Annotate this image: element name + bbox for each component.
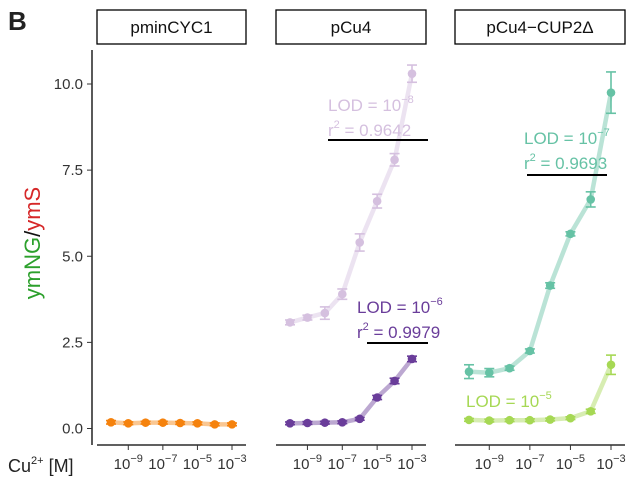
data-point	[505, 363, 514, 373]
plot-layer: 0.02.55.07.510.010−9 10−7 10−5 10−3 10−9 10−7…	[54, 50, 626, 473]
annotation-1: LOD = 10−6 r2 = 0.9979	[357, 296, 443, 344]
series-4	[464, 354, 616, 425]
data-point	[123, 419, 133, 428]
data-point	[210, 420, 220, 429]
series-1	[285, 64, 417, 327]
data-point	[106, 417, 116, 427]
data-point	[303, 313, 312, 322]
y-tick-label: 0.0	[62, 421, 83, 438]
data-point	[586, 195, 596, 204]
data-point	[464, 415, 474, 425]
data-point	[606, 88, 616, 97]
y-axis-title-green: ymNG	[20, 237, 45, 299]
y-tick-label: 2.5	[62, 334, 83, 351]
x-tick-label: 10−3	[397, 453, 426, 473]
strip-box-1	[96, 9, 247, 45]
data-point	[566, 229, 575, 239]
y-axis-title-slash: /	[20, 230, 45, 237]
data-point	[320, 308, 330, 318]
x-tick-label: 10−3	[217, 453, 246, 473]
data-point	[320, 418, 330, 427]
x-tick-label: 10−3	[596, 453, 625, 473]
data-point	[175, 418, 185, 428]
x-tick-label: 10−9	[114, 453, 143, 473]
x-tick-label: 10−5	[363, 453, 392, 473]
x-tick-label: 10−9	[475, 453, 504, 473]
r2-label: r2 = 0.9642	[328, 119, 411, 140]
x-axis-title: Cu2+ [M]	[8, 455, 74, 476]
annotation-2: LOD = 10−7 r2 = 0.9693	[524, 127, 610, 176]
x-tick-label: 10−7	[515, 453, 544, 473]
panel-letter: B	[8, 6, 27, 36]
y-tick-label: 7.5	[62, 162, 83, 179]
strip-label-pmincyc1: pminCYC1	[130, 18, 212, 37]
data-point	[158, 418, 168, 427]
data-point	[484, 368, 494, 377]
data-point	[390, 155, 399, 165]
x-tick-label: 10−7	[148, 453, 177, 473]
lod-label: LOD = 10−6	[357, 296, 443, 317]
lod-label: LOD = 10−5	[466, 390, 552, 411]
data-point	[525, 415, 535, 425]
data-point	[372, 393, 382, 402]
x-tick-label: 10−5	[556, 453, 585, 473]
data-point	[566, 413, 575, 423]
y-tick-label: 10.0	[54, 76, 83, 93]
data-point	[390, 376, 399, 386]
series-0	[106, 417, 237, 429]
data-point	[285, 318, 295, 327]
strip-box-2	[275, 9, 427, 45]
x-axis-title-main: Cu	[8, 456, 31, 476]
annotation-3: LOD = 10−5	[466, 390, 552, 411]
data-point	[407, 69, 417, 78]
r2-label: r2 = 0.9693	[524, 152, 607, 173]
data-point	[545, 281, 555, 290]
data-point	[355, 238, 365, 247]
data-point	[464, 367, 474, 376]
lod-label: LOD = 10−7	[524, 127, 610, 148]
y-axis-title-red: ymS	[20, 187, 45, 231]
data-point	[505, 415, 514, 425]
data-point	[545, 415, 555, 424]
r2-label: r2 = 0.9979	[357, 321, 440, 342]
data-point	[337, 417, 347, 427]
y-tick-label: 5.0	[62, 248, 83, 265]
data-point	[285, 419, 295, 428]
data-point	[227, 420, 237, 429]
series-line	[289, 357, 414, 426]
y-axis-title: ymNG/ymS	[20, 187, 45, 299]
strip-label-pcu4: pCu4	[331, 18, 372, 37]
data-point	[586, 406, 596, 416]
data-point	[355, 414, 365, 424]
annotation-0: LOD = 10−8 r2 = 0.9642	[328, 94, 428, 141]
data-point	[484, 416, 494, 425]
series-3	[464, 71, 616, 380]
x-tick-label: 10−5	[183, 453, 212, 473]
x-axis-title-unit: [M]	[44, 456, 74, 476]
data-point	[525, 346, 535, 356]
strip-box-3	[454, 9, 626, 45]
data-point	[337, 289, 347, 299]
data-point	[606, 360, 616, 370]
x-axis-title-sup: 2+	[31, 455, 44, 467]
lod-label: LOD = 10−8	[328, 94, 414, 115]
strip-label-pcu4-cup2delta: pCu4−CUP2Δ	[486, 18, 593, 37]
data-point	[141, 418, 150, 427]
x-tick-label: 10−7	[328, 453, 357, 473]
x-tick-label: 10−9	[293, 453, 322, 473]
data-point	[193, 419, 202, 428]
series-2	[285, 354, 417, 428]
data-point	[372, 196, 382, 206]
data-point	[303, 418, 312, 428]
data-point	[407, 354, 417, 364]
